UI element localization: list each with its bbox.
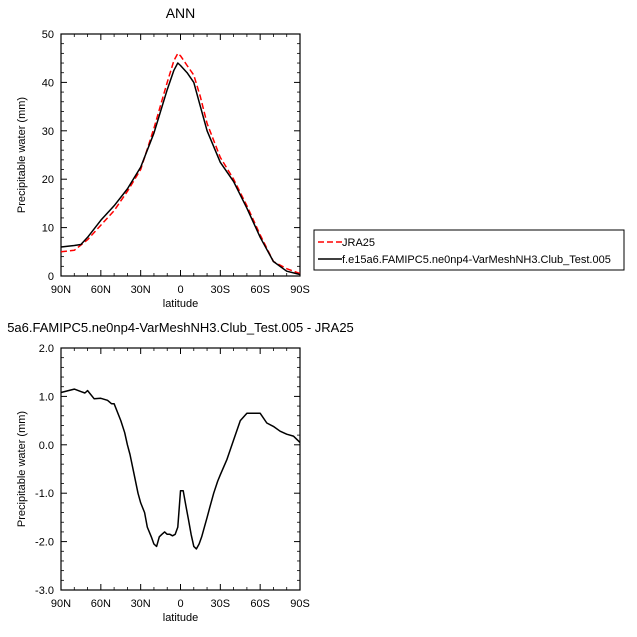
plot-frame (60, 33, 301, 277)
x-tick-label: 90N (51, 284, 71, 296)
legend-box (313, 229, 625, 271)
series-line-0 (60, 52, 301, 275)
x-tick-label: 90S (290, 284, 310, 296)
y-axis-label: Precipitable water (mm) (16, 97, 28, 213)
y-tick-label: 0.0 (39, 440, 54, 452)
series-line-1 (60, 62, 301, 276)
y-tick-label: 2.0 (39, 343, 54, 355)
chart-title: 5a6.FAMIPC5.ne0np4-VarMeshNH3.Club_Test.… (7, 320, 354, 335)
series-line-0 (60, 388, 301, 550)
chart-title: ANN (166, 5, 196, 21)
y-tick-label: 50 (42, 29, 54, 41)
y-tick-label: 0 (48, 271, 54, 283)
x-tick-label: 60N (91, 598, 111, 610)
y-tick-label: -2.0 (35, 537, 54, 549)
x-tick-label: 60S (250, 284, 270, 296)
legend-label: JRA25 (342, 237, 375, 249)
y-tick-label: -3.0 (35, 585, 54, 597)
y-tick-label: 1.0 (39, 391, 54, 403)
x-tick-label: 60N (91, 284, 111, 296)
x-tick-label: 90N (51, 598, 71, 610)
x-tick-label: 0 (177, 598, 183, 610)
x-axis-label: latitude (163, 612, 198, 624)
x-tick-label: 30N (131, 598, 151, 610)
y-tick-label: 10 (42, 223, 54, 235)
x-tick-label: 30N (131, 284, 151, 296)
x-tick-label: 90S (290, 598, 310, 610)
y-axis-label: Precipitable water (mm) (16, 411, 28, 527)
plot-frame (60, 347, 301, 591)
x-tick-label: 30S (211, 284, 231, 296)
x-tick-label: 0 (177, 284, 183, 296)
x-tick-label: 30S (211, 598, 231, 610)
y-tick-label: 30 (42, 126, 54, 138)
y-tick-label: 40 (42, 77, 54, 89)
x-tick-label: 60S (250, 598, 270, 610)
y-tick-label: 20 (42, 174, 54, 186)
y-tick-label: -1.0 (35, 488, 54, 500)
x-axis-label: latitude (163, 298, 198, 310)
legend-label: f.e15a6.FAMIPC5.ne0np4-VarMeshNH3.Club_T… (342, 254, 611, 266)
